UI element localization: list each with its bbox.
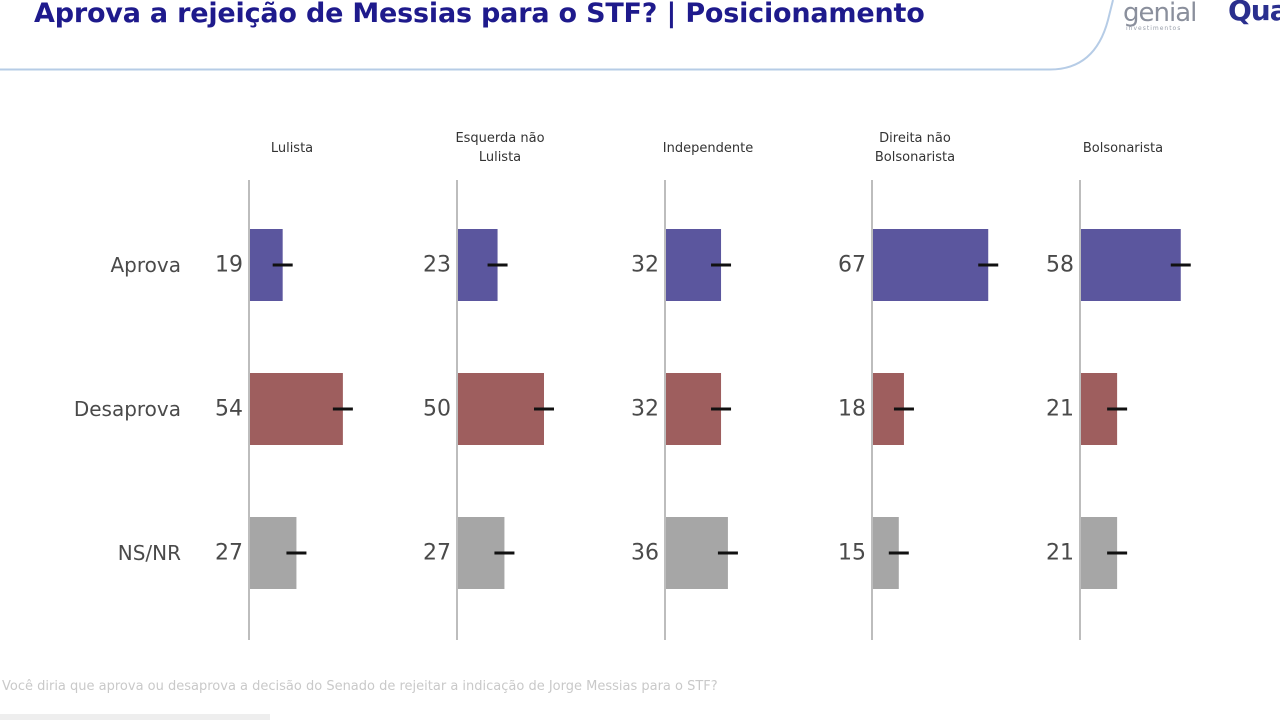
value-label: 50 bbox=[423, 397, 451, 422]
value-label: 15 bbox=[838, 541, 866, 566]
quaest-logo: Quaest bbox=[1228, 0, 1280, 27]
bar bbox=[1081, 229, 1181, 301]
value-label: 32 bbox=[631, 253, 659, 278]
value-label: 27 bbox=[423, 541, 451, 566]
value-label: 67 bbox=[838, 253, 866, 278]
value-label: 32 bbox=[631, 397, 659, 422]
panel-header: Independente bbox=[663, 141, 753, 156]
header: Aprova a rejeição de Messias para o STF?… bbox=[0, 0, 1280, 72]
value-label: 19 bbox=[215, 253, 243, 278]
genial-logo: genial bbox=[1123, 0, 1197, 28]
value-label: 58 bbox=[1046, 253, 1074, 278]
bar bbox=[250, 373, 343, 445]
category-label: Aprova bbox=[111, 253, 182, 277]
category-label: Desaprova bbox=[74, 397, 181, 421]
value-label: 23 bbox=[423, 253, 451, 278]
bar bbox=[666, 517, 728, 589]
genial-logo-sub: investimentos bbox=[1126, 25, 1182, 32]
header-curve bbox=[0, 0, 1114, 71]
panel-header: Esquerda não Lulista bbox=[455, 131, 544, 165]
panel-header: Direita não Bolsonarista bbox=[875, 131, 955, 165]
bar bbox=[873, 229, 989, 301]
footnote: Você diria que aprova ou desaprova a dec… bbox=[2, 679, 718, 694]
value-label: 36 bbox=[631, 541, 659, 566]
value-label: 21 bbox=[1046, 541, 1074, 566]
panel-header: Bolsonarista bbox=[1083, 141, 1163, 156]
panel-header: Lulista bbox=[271, 141, 313, 156]
footer-bar bbox=[0, 714, 270, 720]
value-label: 21 bbox=[1046, 397, 1074, 422]
category-label: NS/NR bbox=[118, 541, 181, 565]
bar bbox=[458, 373, 544, 445]
value-label: 54 bbox=[215, 397, 243, 422]
value-label: 27 bbox=[215, 541, 243, 566]
page-title: Aprova a rejeição de Messias para o STF?… bbox=[34, 0, 925, 29]
value-label: 18 bbox=[838, 397, 866, 422]
